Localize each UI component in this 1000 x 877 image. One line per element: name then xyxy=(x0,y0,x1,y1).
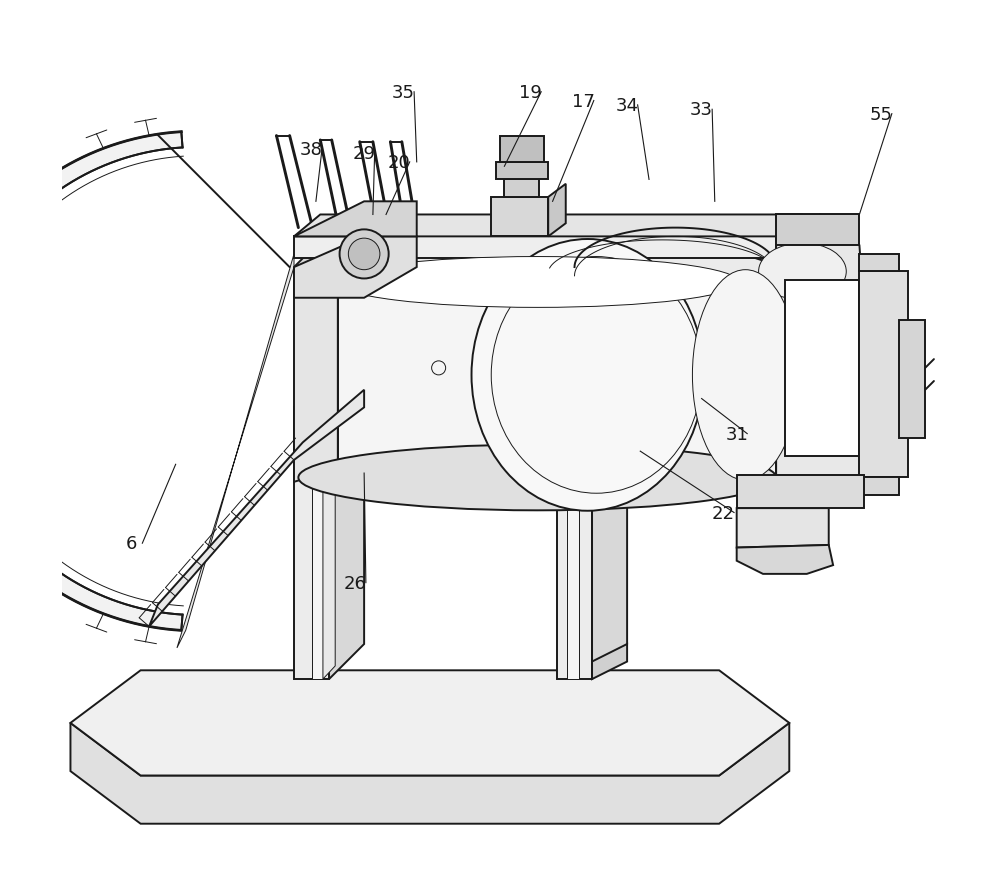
Text: 29: 29 xyxy=(353,145,376,163)
Text: 20: 20 xyxy=(388,153,411,172)
Ellipse shape xyxy=(472,239,704,511)
Text: 19: 19 xyxy=(519,83,542,102)
Polygon shape xyxy=(294,408,329,680)
Polygon shape xyxy=(294,228,364,267)
Polygon shape xyxy=(592,408,627,478)
Polygon shape xyxy=(737,509,829,548)
Ellipse shape xyxy=(298,445,776,510)
Polygon shape xyxy=(294,254,338,482)
Polygon shape xyxy=(177,254,294,648)
Polygon shape xyxy=(504,180,539,197)
Text: 38: 38 xyxy=(300,140,323,159)
Polygon shape xyxy=(496,162,548,180)
Polygon shape xyxy=(294,202,417,237)
Polygon shape xyxy=(557,438,627,474)
Polygon shape xyxy=(70,723,789,824)
Polygon shape xyxy=(859,272,908,478)
Polygon shape xyxy=(329,373,364,680)
Polygon shape xyxy=(0,132,183,631)
Polygon shape xyxy=(294,215,802,237)
Polygon shape xyxy=(312,417,323,680)
Circle shape xyxy=(348,239,380,270)
Polygon shape xyxy=(294,237,776,259)
Polygon shape xyxy=(294,443,592,478)
Polygon shape xyxy=(592,645,627,680)
Polygon shape xyxy=(776,215,859,246)
Text: 33: 33 xyxy=(690,101,713,119)
Ellipse shape xyxy=(692,270,798,481)
Polygon shape xyxy=(294,373,364,408)
Text: 26: 26 xyxy=(344,574,367,592)
Polygon shape xyxy=(491,197,548,237)
Polygon shape xyxy=(859,254,899,272)
Polygon shape xyxy=(323,403,335,680)
Polygon shape xyxy=(500,137,544,162)
Polygon shape xyxy=(737,475,864,509)
Circle shape xyxy=(340,230,389,279)
Ellipse shape xyxy=(298,239,776,305)
Polygon shape xyxy=(776,215,864,500)
Polygon shape xyxy=(149,390,364,627)
Text: 22: 22 xyxy=(712,504,735,522)
Text: 35: 35 xyxy=(392,83,415,102)
Polygon shape xyxy=(294,237,417,298)
Polygon shape xyxy=(548,184,566,237)
Polygon shape xyxy=(737,545,833,574)
Text: 55: 55 xyxy=(870,105,893,124)
Polygon shape xyxy=(785,281,859,456)
Polygon shape xyxy=(567,482,579,680)
Text: 17: 17 xyxy=(572,92,595,111)
Polygon shape xyxy=(592,438,627,680)
Ellipse shape xyxy=(336,257,739,308)
Ellipse shape xyxy=(759,244,846,301)
Text: 31: 31 xyxy=(725,425,748,443)
Polygon shape xyxy=(557,474,592,680)
Polygon shape xyxy=(298,272,776,478)
Text: 34: 34 xyxy=(616,96,639,115)
Polygon shape xyxy=(899,320,925,438)
Polygon shape xyxy=(859,478,899,496)
Polygon shape xyxy=(70,671,789,775)
Polygon shape xyxy=(294,408,627,443)
Text: 6: 6 xyxy=(126,535,138,553)
